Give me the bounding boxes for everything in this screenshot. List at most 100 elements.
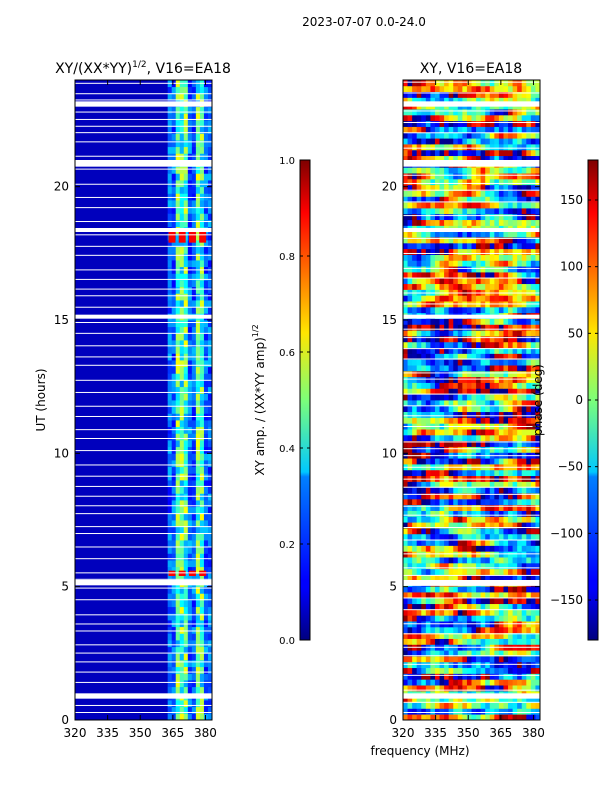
heatmap-cell: [183, 406, 189, 414]
heatmap-cell: [535, 632, 540, 639]
heatmap-cell: [167, 206, 173, 214]
heatmap-cell: [421, 528, 427, 535]
heatmap-cell: [421, 539, 427, 546]
heatmap-cell: [434, 283, 440, 290]
heatmap-cell: [412, 144, 418, 151]
heatmap-cell: [462, 353, 468, 360]
heatmap-cell: [167, 640, 173, 648]
y-tick-label: 0: [61, 713, 69, 727]
heatmap-cell: [517, 394, 523, 401]
heatmap-cell: [425, 574, 431, 581]
heatmap-cell: [444, 277, 450, 285]
heatmap-cell: [462, 568, 468, 575]
heatmap-cell: [526, 149, 532, 157]
heatmap-cell: [421, 469, 427, 477]
heatmap-cell: [508, 557, 513, 564]
heatmap-cell: [203, 93, 209, 101]
heatmap-cell: [457, 714, 463, 720]
heatmap-cell: [183, 453, 189, 461]
heatmap-cell: [517, 237, 523, 244]
heatmap-cell: [175, 633, 181, 641]
heatmap-cell: [517, 132, 523, 139]
heatmap-cell: [494, 237, 500, 244]
heatmap-cell: [203, 626, 209, 634]
heatmap-cell: [175, 280, 181, 288]
heatmap-cell: [476, 400, 482, 407]
heatmap-cell: [471, 370, 477, 378]
heatmap-cell: [187, 140, 193, 148]
heatmap-cell: [517, 592, 523, 599]
heatmap-cell: [448, 114, 454, 122]
heatmap-cell: [430, 510, 436, 517]
heatmap-cell: [471, 405, 477, 413]
heatmap-cell: [171, 600, 177, 608]
heatmap-cell: [494, 167, 500, 174]
heatmap-cell: [521, 382, 527, 389]
data-gap-line: [75, 234, 212, 236]
data-gap-line: [75, 695, 212, 697]
heatmap-cell: [195, 440, 201, 448]
heatmap-cell: [416, 609, 422, 616]
heatmap-cell: [444, 597, 450, 605]
heatmap-cell: [480, 219, 486, 226]
heatmap-cell: [476, 562, 482, 570]
heatmap-cell: [183, 553, 189, 561]
heatmap-cell: [425, 539, 431, 546]
heatmap-cell: [412, 167, 418, 174]
heatmap-cell: [503, 202, 509, 209]
heatmap-cell: [444, 167, 450, 174]
heatmap-cell: [430, 318, 436, 325]
heatmap-cell: [421, 615, 427, 622]
heatmap-cell: [191, 206, 197, 214]
heatmap-cell: [403, 394, 408, 401]
heatmap-cell: [421, 324, 427, 331]
heatmap-cell: [199, 626, 205, 634]
heatmap-cell: [416, 469, 422, 477]
heatmap-cell: [498, 370, 504, 378]
data-gap-line: [403, 317, 540, 319]
heatmap-cell: [412, 114, 418, 122]
heatmap-cell: [508, 272, 513, 279]
heatmap-cell: [187, 240, 193, 248]
heatmap-cell: [448, 434, 454, 442]
heatmap-cell: [517, 144, 523, 151]
heatmap-cell: [439, 504, 445, 511]
heatmap-cell: [412, 173, 418, 180]
heatmap-cell: [471, 80, 477, 87]
heatmap-cell: [480, 341, 486, 349]
heatmap-cell: [521, 557, 527, 564]
heatmap-cell: [175, 126, 181, 134]
heatmap-cell: [508, 481, 513, 488]
heatmap-cell: [407, 632, 413, 639]
heatmap-cell: [439, 597, 445, 605]
heatmap-cell: [521, 126, 527, 133]
heatmap-cell: [207, 306, 212, 314]
heatmap-cell: [416, 85, 422, 93]
heatmap-cell: [434, 568, 440, 575]
heatmap-cell: [203, 300, 209, 308]
heatmap-cell: [203, 180, 209, 188]
heatmap-cell: [535, 656, 540, 663]
heatmap-cell: [480, 586, 486, 593]
heatmap-cell: [448, 184, 454, 191]
heatmap-cell: [439, 493, 445, 500]
heatmap-cell: [199, 240, 205, 248]
heatmap-cell: [535, 603, 540, 610]
heatmap-cell: [476, 458, 482, 465]
heatmap-cell: [412, 324, 418, 331]
left-panel: XY/(XX*YY)1/2, V16=EA18 320 335 350 365 3800…: [34, 60, 231, 740]
heatmap-cell: [453, 208, 459, 215]
data-gap-line: [75, 155, 212, 157]
heatmap-cell: [457, 405, 463, 413]
heatmap-cell: [187, 680, 193, 688]
heatmap-cell: [485, 673, 491, 680]
heatmap-cell: [416, 673, 422, 680]
heatmap-cell: [453, 394, 459, 401]
heatmap-cell: [187, 653, 193, 661]
heatmap-cell: [416, 178, 422, 186]
heatmap-cell: [503, 370, 509, 378]
heatmap-cell: [512, 714, 518, 720]
heatmap-cell: [175, 453, 181, 461]
heatmap-cell: [444, 126, 450, 133]
heatmap-cell: [195, 600, 201, 608]
